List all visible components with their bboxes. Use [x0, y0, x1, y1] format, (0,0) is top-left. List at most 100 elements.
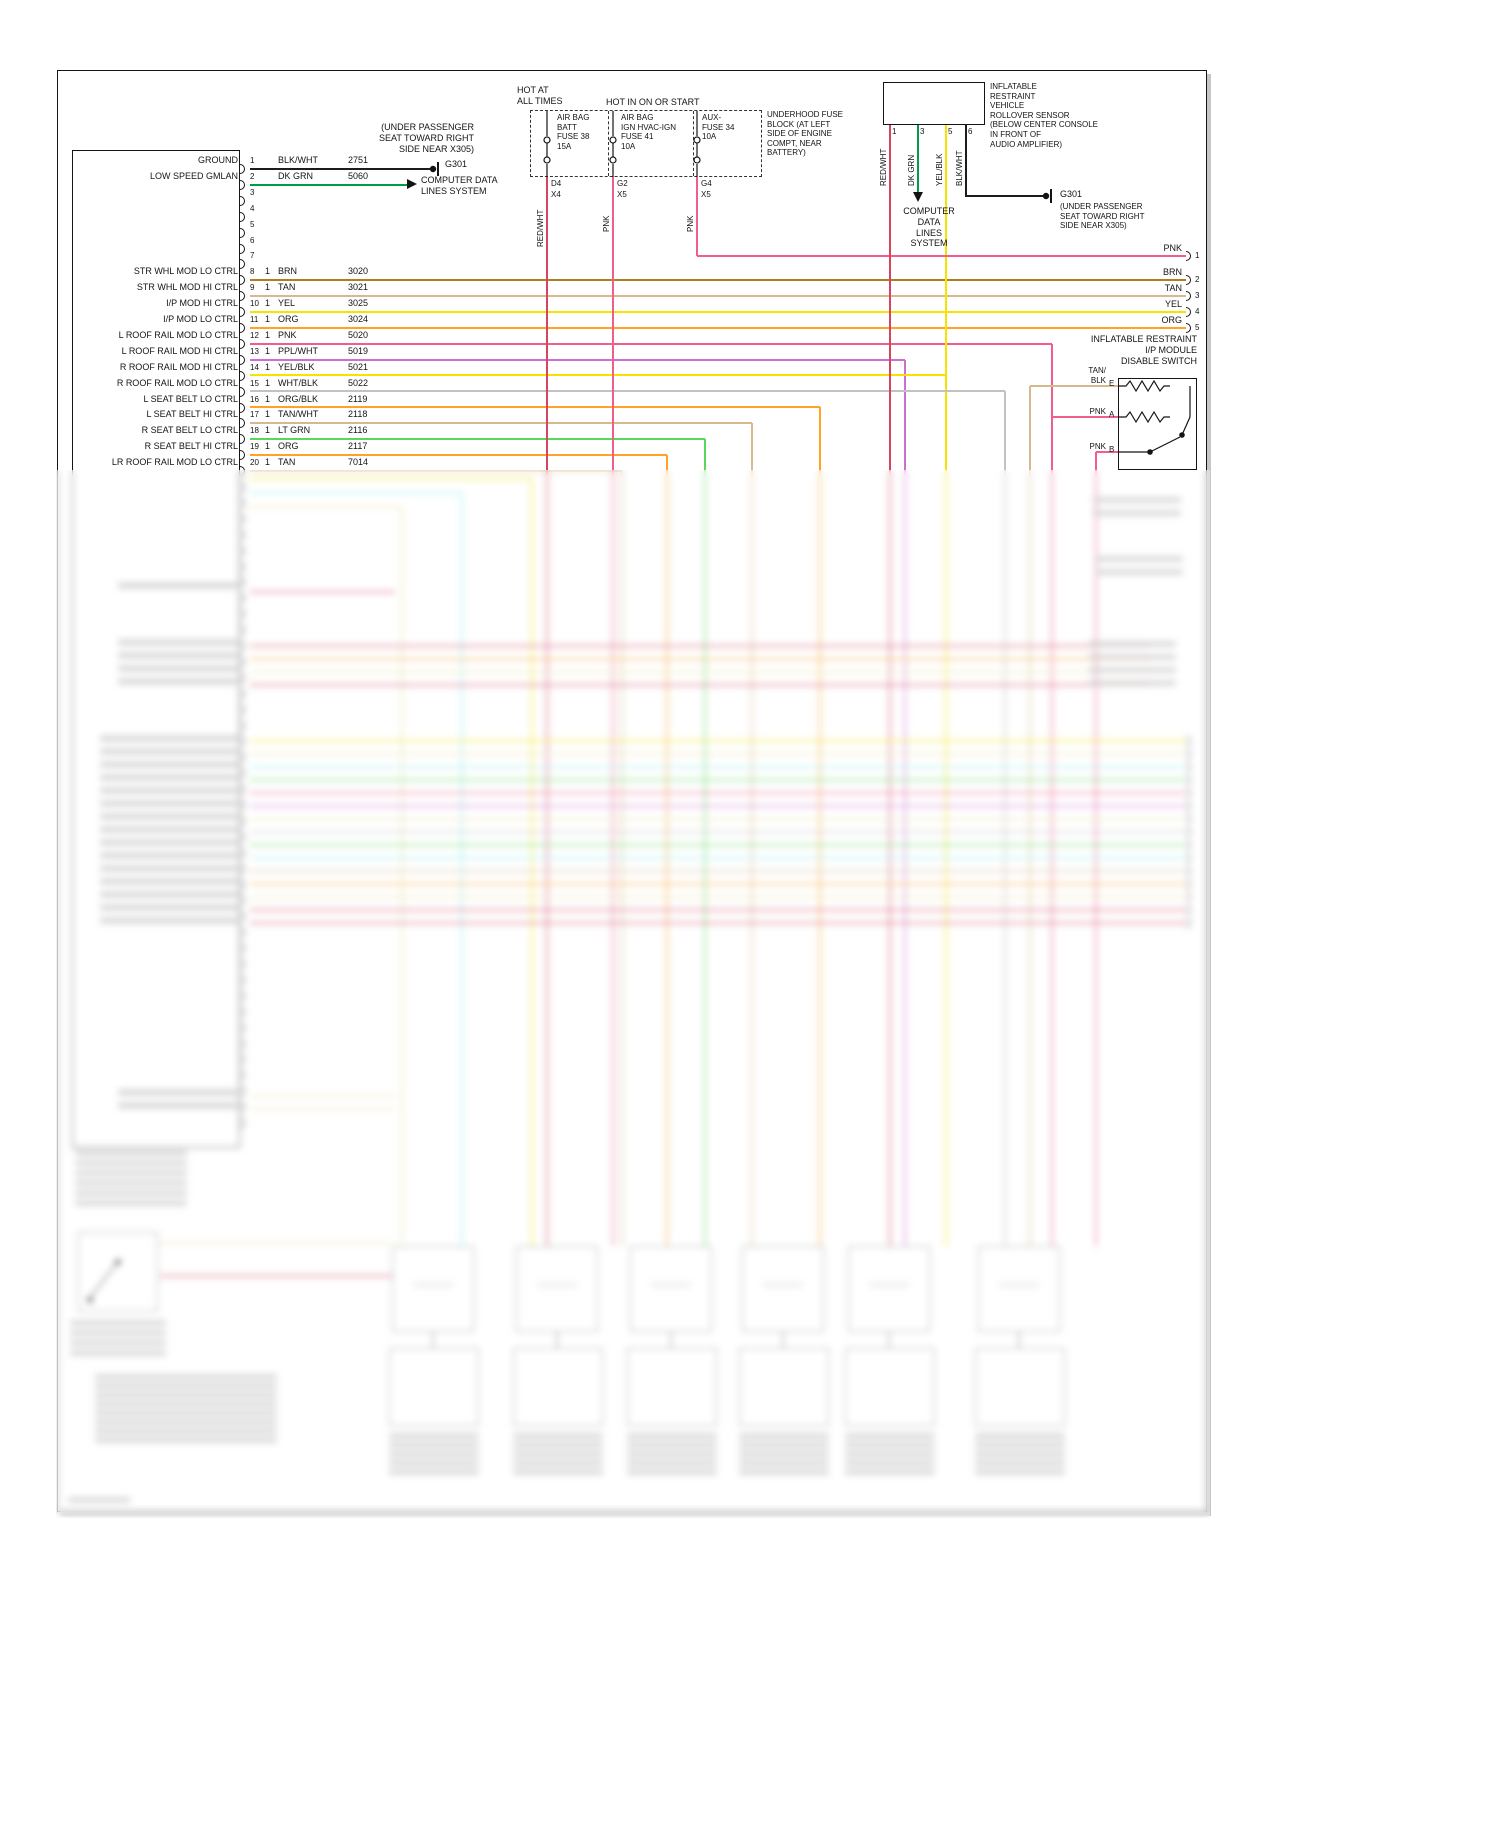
module-pin-label: R ROOF RAIL MOD HI CTRL: [119, 361, 238, 372]
wire-color-label: BLK/WHT: [278, 155, 319, 165]
wire: [697, 255, 1187, 257]
wire: [966, 195, 1044, 197]
right-pin-number: 2: [1195, 275, 1200, 284]
right-pin-number: 1: [1195, 251, 1200, 260]
switch-pin-e: E: [1109, 379, 1115, 388]
module-pin-label: R SEAT BELT HI CTRL: [144, 441, 238, 452]
circuit-number: 3024: [348, 314, 369, 324]
wire: [250, 295, 1187, 297]
wire: [250, 438, 705, 440]
wire: [250, 454, 667, 456]
pin-number: 2: [250, 171, 255, 181]
fuse-wire-label: RED/WHT: [536, 209, 545, 247]
pin-number: 7: [250, 251, 255, 261]
pin-number: 16: [250, 394, 259, 404]
module-pin-label: R ROOF RAIL MOD LO CTRL: [116, 377, 238, 388]
pin-bump: [1186, 251, 1191, 261]
wire-qty: 1: [265, 425, 271, 436]
circuit-number: 2116: [348, 425, 368, 436]
pin-bump: [240, 275, 245, 286]
rollover-pin-number: 1: [892, 127, 897, 136]
pin-number: 3: [250, 187, 255, 197]
pin-bump: [1186, 323, 1191, 333]
pin-number: 11: [250, 315, 259, 324]
rollover-pin-number: 6: [968, 127, 973, 136]
wire-color-label: PPL/WHT: [278, 345, 319, 356]
wire: [250, 327, 1187, 329]
fuse-cavity-label: D4: [551, 179, 562, 188]
pin-bump: [240, 434, 245, 445]
wire-color-label: YEL: [278, 298, 296, 309]
wire-qty: 1: [265, 377, 271, 388]
wire-qty: 1: [265, 441, 271, 452]
pin-bump: [1186, 307, 1191, 317]
pin-number: 19: [250, 442, 259, 452]
pin-bump: [240, 307, 245, 318]
wire-qty: 1: [265, 266, 271, 277]
disable-switch-box: [1118, 378, 1197, 470]
rollover-wire-label: BLK/WHT: [955, 150, 964, 186]
connector-label: X5: [701, 190, 711, 199]
rollover-sensor-box: [883, 82, 985, 125]
fuse-wire-label: PNK: [602, 215, 611, 232]
pin-bump: [240, 370, 245, 381]
wire-qty: 1: [265, 361, 271, 372]
wire-color-label: PNK: [278, 329, 297, 340]
wire-color-label: WHT/BLK: [278, 377, 319, 388]
fuse-cavity-label: G4: [701, 179, 712, 188]
connector-label: X5: [617, 190, 627, 199]
right-pin-wire-label: BRN: [1162, 267, 1182, 277]
wire: [250, 311, 1187, 313]
pin-number: 10: [250, 299, 259, 309]
pin-number: 8: [250, 267, 255, 277]
wire-color-label: BRN: [278, 266, 298, 277]
disable-switch-label: INFLATABLE RESTRAINT I/P MODULE DISABLE …: [1090, 334, 1197, 366]
pin-bump: [240, 195, 245, 206]
wire: [250, 184, 408, 186]
pin-bump: [240, 323, 245, 333]
wire: [1096, 451, 1118, 453]
circuit-number: 5060: [348, 170, 369, 181]
pin-number: 1: [250, 156, 255, 165]
pin-number: 5: [250, 219, 255, 229]
pin-bump: [240, 354, 245, 365]
wire-color-label: LT GRN: [278, 425, 311, 436]
switch-pin-a: A: [1109, 410, 1115, 419]
wire-color-label: TAN/WHT: [278, 409, 319, 420]
wire-color-label: ORG: [278, 441, 299, 452]
module-pin-label: GROUND: [198, 155, 238, 165]
pin-bump: [240, 402, 245, 413]
wire-color-label: YEL/BLK: [278, 361, 315, 372]
wire-qty: 1: [265, 457, 271, 468]
module-pin-label: LR ROOF RAIL MOD LO CTRL: [111, 457, 238, 468]
module-pin-label: STR WHL MOD HI CTRL: [136, 282, 238, 293]
module-pin-label: I/P MOD LO CTRL: [163, 314, 238, 324]
g301-left-location: (UNDER PASSENGER SEAT TOWARD RIGHT SIDE …: [378, 122, 474, 154]
fuse-38-label: AIR BAG BATT FUSE 38 15A: [557, 113, 590, 151]
wire: [250, 359, 905, 361]
module-pin-label: L ROOF RAIL MOD HI CTRL: [121, 345, 238, 356]
module-pin-label: L SEAT BELT LO CTRL: [143, 393, 238, 404]
pin-bump: [240, 179, 245, 190]
pin-bump: [240, 211, 245, 222]
wire: [250, 406, 820, 408]
pin-bump: [240, 164, 245, 174]
pin-number: 18: [250, 426, 259, 436]
wire: [696, 177, 698, 256]
pin-bump: [240, 243, 245, 254]
pin-number: 9: [250, 283, 255, 293]
pin-number: 4: [250, 203, 255, 213]
circuit-number: 7014: [348, 457, 369, 468]
switch-pin-b: B: [1109, 445, 1115, 454]
wire: [1052, 416, 1118, 418]
pin-number: 20: [250, 458, 259, 468]
fuse-wire-label: PNK: [686, 215, 695, 232]
pin-number: 6: [250, 235, 255, 245]
module-pin-label: L SEAT BELT HI CTRL: [146, 409, 238, 420]
module-pin-label: I/P MOD HI CTRL: [166, 298, 238, 309]
right-pin-number: 4: [1195, 307, 1200, 316]
rollover-wire-label: YEL/BLK: [935, 153, 944, 186]
pin-bump: [240, 291, 245, 302]
pin-bump: [240, 418, 245, 429]
wire-color-label: TAN: [278, 282, 296, 293]
